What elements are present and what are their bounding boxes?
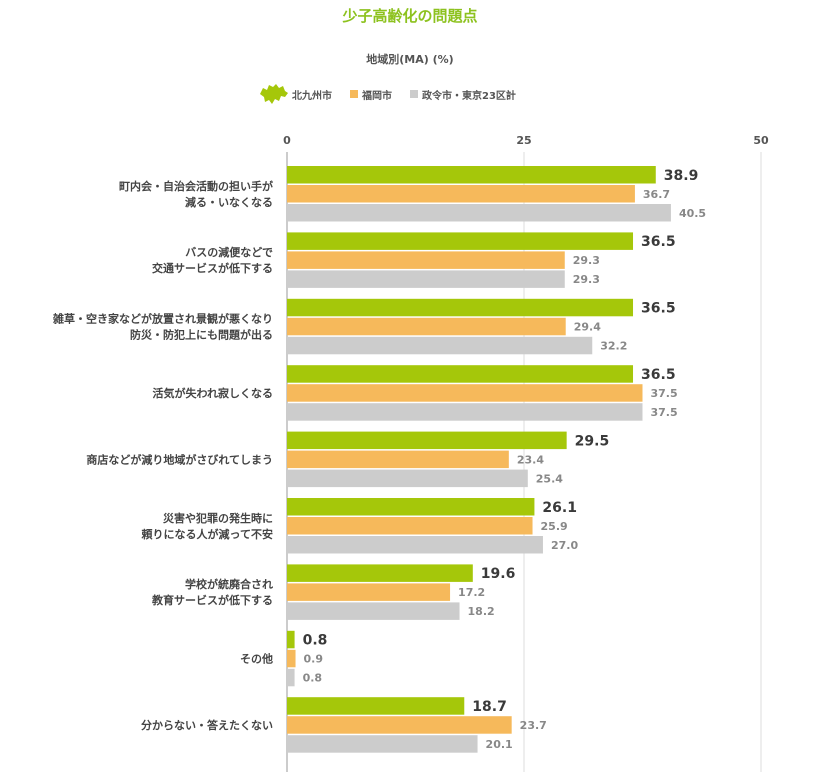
bar <box>287 630 295 649</box>
bar <box>287 716 512 734</box>
category-label: 交通サービスが低下する <box>152 261 273 275</box>
category-label: 防災・防犯上にも問題が出る <box>130 328 273 342</box>
category-label: 頼りになる人が減って不安 <box>141 527 273 541</box>
data-label: 29.4 <box>574 321 601 334</box>
bar <box>287 469 528 488</box>
data-label: 32.2 <box>600 340 627 353</box>
data-label: 29.3 <box>573 254 600 267</box>
bar <box>287 649 296 668</box>
bar <box>287 450 509 469</box>
data-label: 18.2 <box>468 605 495 618</box>
x-tick-label: 50 <box>753 134 769 147</box>
category-label: 分からない・答えたくない <box>141 718 273 732</box>
bar <box>287 431 567 450</box>
bar <box>287 251 565 269</box>
bar <box>287 536 543 554</box>
chart-subtitle: 地域別(MA) (%) <box>366 53 454 66</box>
legend-item-national: 政令市・東京23区計 <box>410 87 516 102</box>
bar <box>287 564 473 582</box>
data-label: 25.4 <box>536 472 563 485</box>
bar <box>287 336 593 355</box>
legend-label-national: 政令市・東京23区計 <box>422 90 516 102</box>
data-label: 17.2 <box>458 586 485 599</box>
data-label: 26.1 <box>542 500 577 516</box>
data-label: 36.5 <box>641 234 676 250</box>
category-label: 学校が統廃合され <box>185 577 273 591</box>
x-tick-label: 25 <box>516 134 531 147</box>
legend-label-fukuoka: 福岡市 <box>362 90 392 102</box>
data-label: 25.9 <box>541 520 568 533</box>
data-label: 0.9 <box>304 653 324 666</box>
category-label: その他 <box>240 652 273 666</box>
data-label: 19.6 <box>481 566 516 582</box>
category-label: 活気が失われ寂しくなる <box>153 386 273 400</box>
data-label: 37.5 <box>651 387 678 400</box>
data-label: 36.5 <box>641 301 676 317</box>
bar <box>287 602 460 620</box>
data-label: 29.5 <box>575 433 610 449</box>
data-label: 18.7 <box>472 699 507 715</box>
legend-item-kitakyushu: 北九州市 <box>258 82 332 106</box>
bar <box>287 403 643 421</box>
category-label: 教育サービスが低下する <box>151 593 273 607</box>
category-label: バスの減便などで <box>185 245 273 259</box>
category-label: 災害や犯罪の発生時に <box>162 511 273 525</box>
data-label: 23.7 <box>520 719 547 732</box>
bar <box>287 384 643 402</box>
data-label: 0.8 <box>303 633 328 649</box>
bar <box>287 735 478 753</box>
data-label: 37.5 <box>651 406 678 419</box>
x-tick-label: 0 <box>283 134 291 147</box>
category-label: 商店などが減り地域がさびれてしまう <box>86 452 273 466</box>
category-label: 減る・いなくなる <box>185 195 273 209</box>
legend: 北九州市 福岡市 政令市・東京23区計 <box>258 82 534 106</box>
bar <box>287 270 565 288</box>
data-label: 38.9 <box>664 168 699 184</box>
data-label: 36.5 <box>641 367 676 383</box>
data-label: 0.8 <box>303 672 323 685</box>
bar <box>287 517 533 535</box>
data-label: 40.5 <box>679 207 706 220</box>
kitakyushu-map-icon <box>260 84 288 104</box>
bar <box>287 166 656 184</box>
data-label: 36.7 <box>643 188 670 201</box>
data-label: 27.0 <box>551 539 578 552</box>
bar <box>287 232 634 250</box>
legend-swatch-national <box>410 90 418 98</box>
bar <box>287 697 465 715</box>
data-label: 29.3 <box>573 273 600 286</box>
legend-swatch-fukuoka <box>350 90 358 98</box>
bar <box>287 498 535 516</box>
category-label: 町内会・自治会活動の担い手が <box>119 179 273 193</box>
bar <box>287 668 295 687</box>
data-label: 20.1 <box>486 738 513 751</box>
data-label: 23.4 <box>517 453 544 466</box>
bar <box>287 583 451 601</box>
legend-item-fukuoka: 福岡市 <box>350 87 392 102</box>
bar <box>287 365 634 383</box>
bar <box>287 204 671 222</box>
category-label: 雑草・空き家などが放置され景観が悪くなり <box>52 312 273 326</box>
legend-label-kitakyushu: 北九州市 <box>292 90 332 102</box>
bar <box>287 317 566 336</box>
bar <box>287 298 634 317</box>
chart-title: 少子高齢化の問題点 <box>342 7 478 25</box>
bar <box>287 185 635 203</box>
